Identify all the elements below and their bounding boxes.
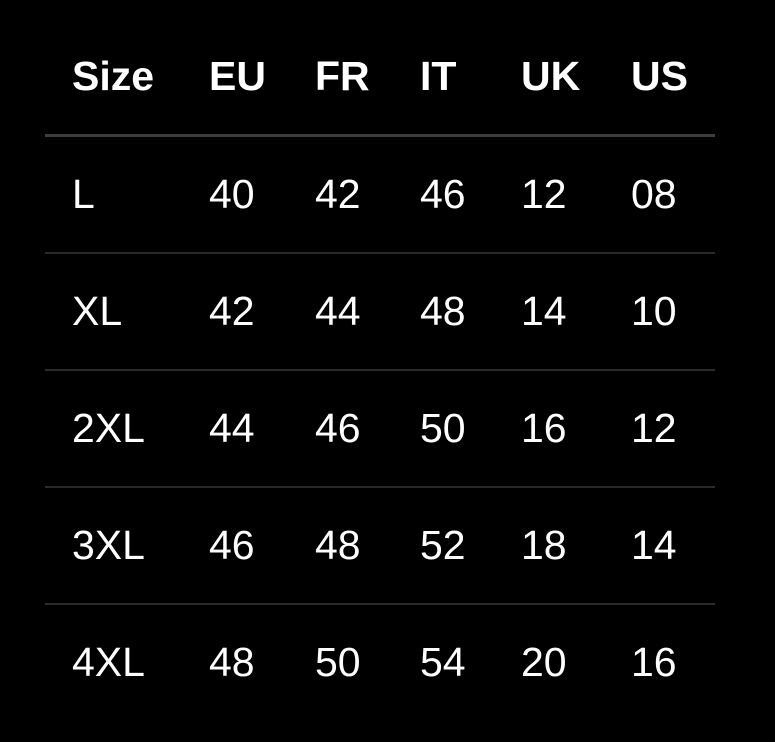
- table-cell-fr: 48: [315, 522, 361, 568]
- table-cell-fr: 46: [315, 405, 361, 451]
- table-row: XL 42 44 48 14 10: [45, 254, 715, 371]
- table-cell-uk: 14: [521, 288, 567, 334]
- table-cell-it: 52: [420, 522, 466, 568]
- table-cell-fr: 44: [315, 288, 361, 334]
- table-row: 2XL 44 46 50 16 12: [45, 371, 715, 488]
- table-cell-size: L: [72, 171, 95, 217]
- header-size: Size: [72, 52, 155, 99]
- table-cell-us: 14: [631, 522, 677, 568]
- table-cell-eu: 44: [209, 405, 255, 451]
- table-cell-us: 08: [631, 171, 677, 217]
- table-cell-uk: 18: [521, 522, 567, 568]
- table-cell-it: 46: [420, 171, 466, 217]
- table-cell-size: XL: [72, 288, 123, 334]
- header-it: IT: [420, 52, 457, 99]
- table-row: 4XL 48 50 54 20 16: [45, 605, 715, 720]
- table-header-row: Size EU FR IT UK US: [45, 18, 715, 137]
- table-cell-eu: 40: [209, 171, 255, 217]
- table-row: L 40 42 46 12 08: [45, 137, 715, 254]
- header-eu: EU: [209, 52, 266, 99]
- table-cell-us: 16: [631, 639, 677, 685]
- table-cell-us: 12: [631, 405, 677, 451]
- table-cell-fr: 42: [315, 171, 361, 217]
- table-cell-fr: 50: [315, 639, 361, 685]
- header-fr: FR: [315, 52, 370, 99]
- table-cell-it: 48: [420, 288, 466, 334]
- table-cell-it: 50: [420, 405, 466, 451]
- table-cell-eu: 46: [209, 522, 255, 568]
- table-cell-eu: 48: [209, 639, 255, 685]
- table-cell-size: 3XL: [72, 522, 145, 568]
- size-chart-table: Size EU FR IT UK US L 40 42 46 12 08 XL 42 44 48 1…: [45, 18, 715, 720]
- table-cell-size: 4XL: [72, 639, 145, 685]
- table-cell-uk: 12: [521, 171, 567, 217]
- header-us: US: [631, 52, 688, 99]
- table-cell-size: 2XL: [72, 405, 145, 451]
- table-cell-uk: 20: [521, 639, 567, 685]
- table-row: 3XL 46 48 52 18 14: [45, 488, 715, 605]
- table-cell-uk: 16: [521, 405, 567, 451]
- table-cell-it: 54: [420, 639, 466, 685]
- table-cell-eu: 42: [209, 288, 255, 334]
- table-cell-us: 10: [631, 288, 677, 334]
- header-uk: UK: [521, 52, 581, 99]
